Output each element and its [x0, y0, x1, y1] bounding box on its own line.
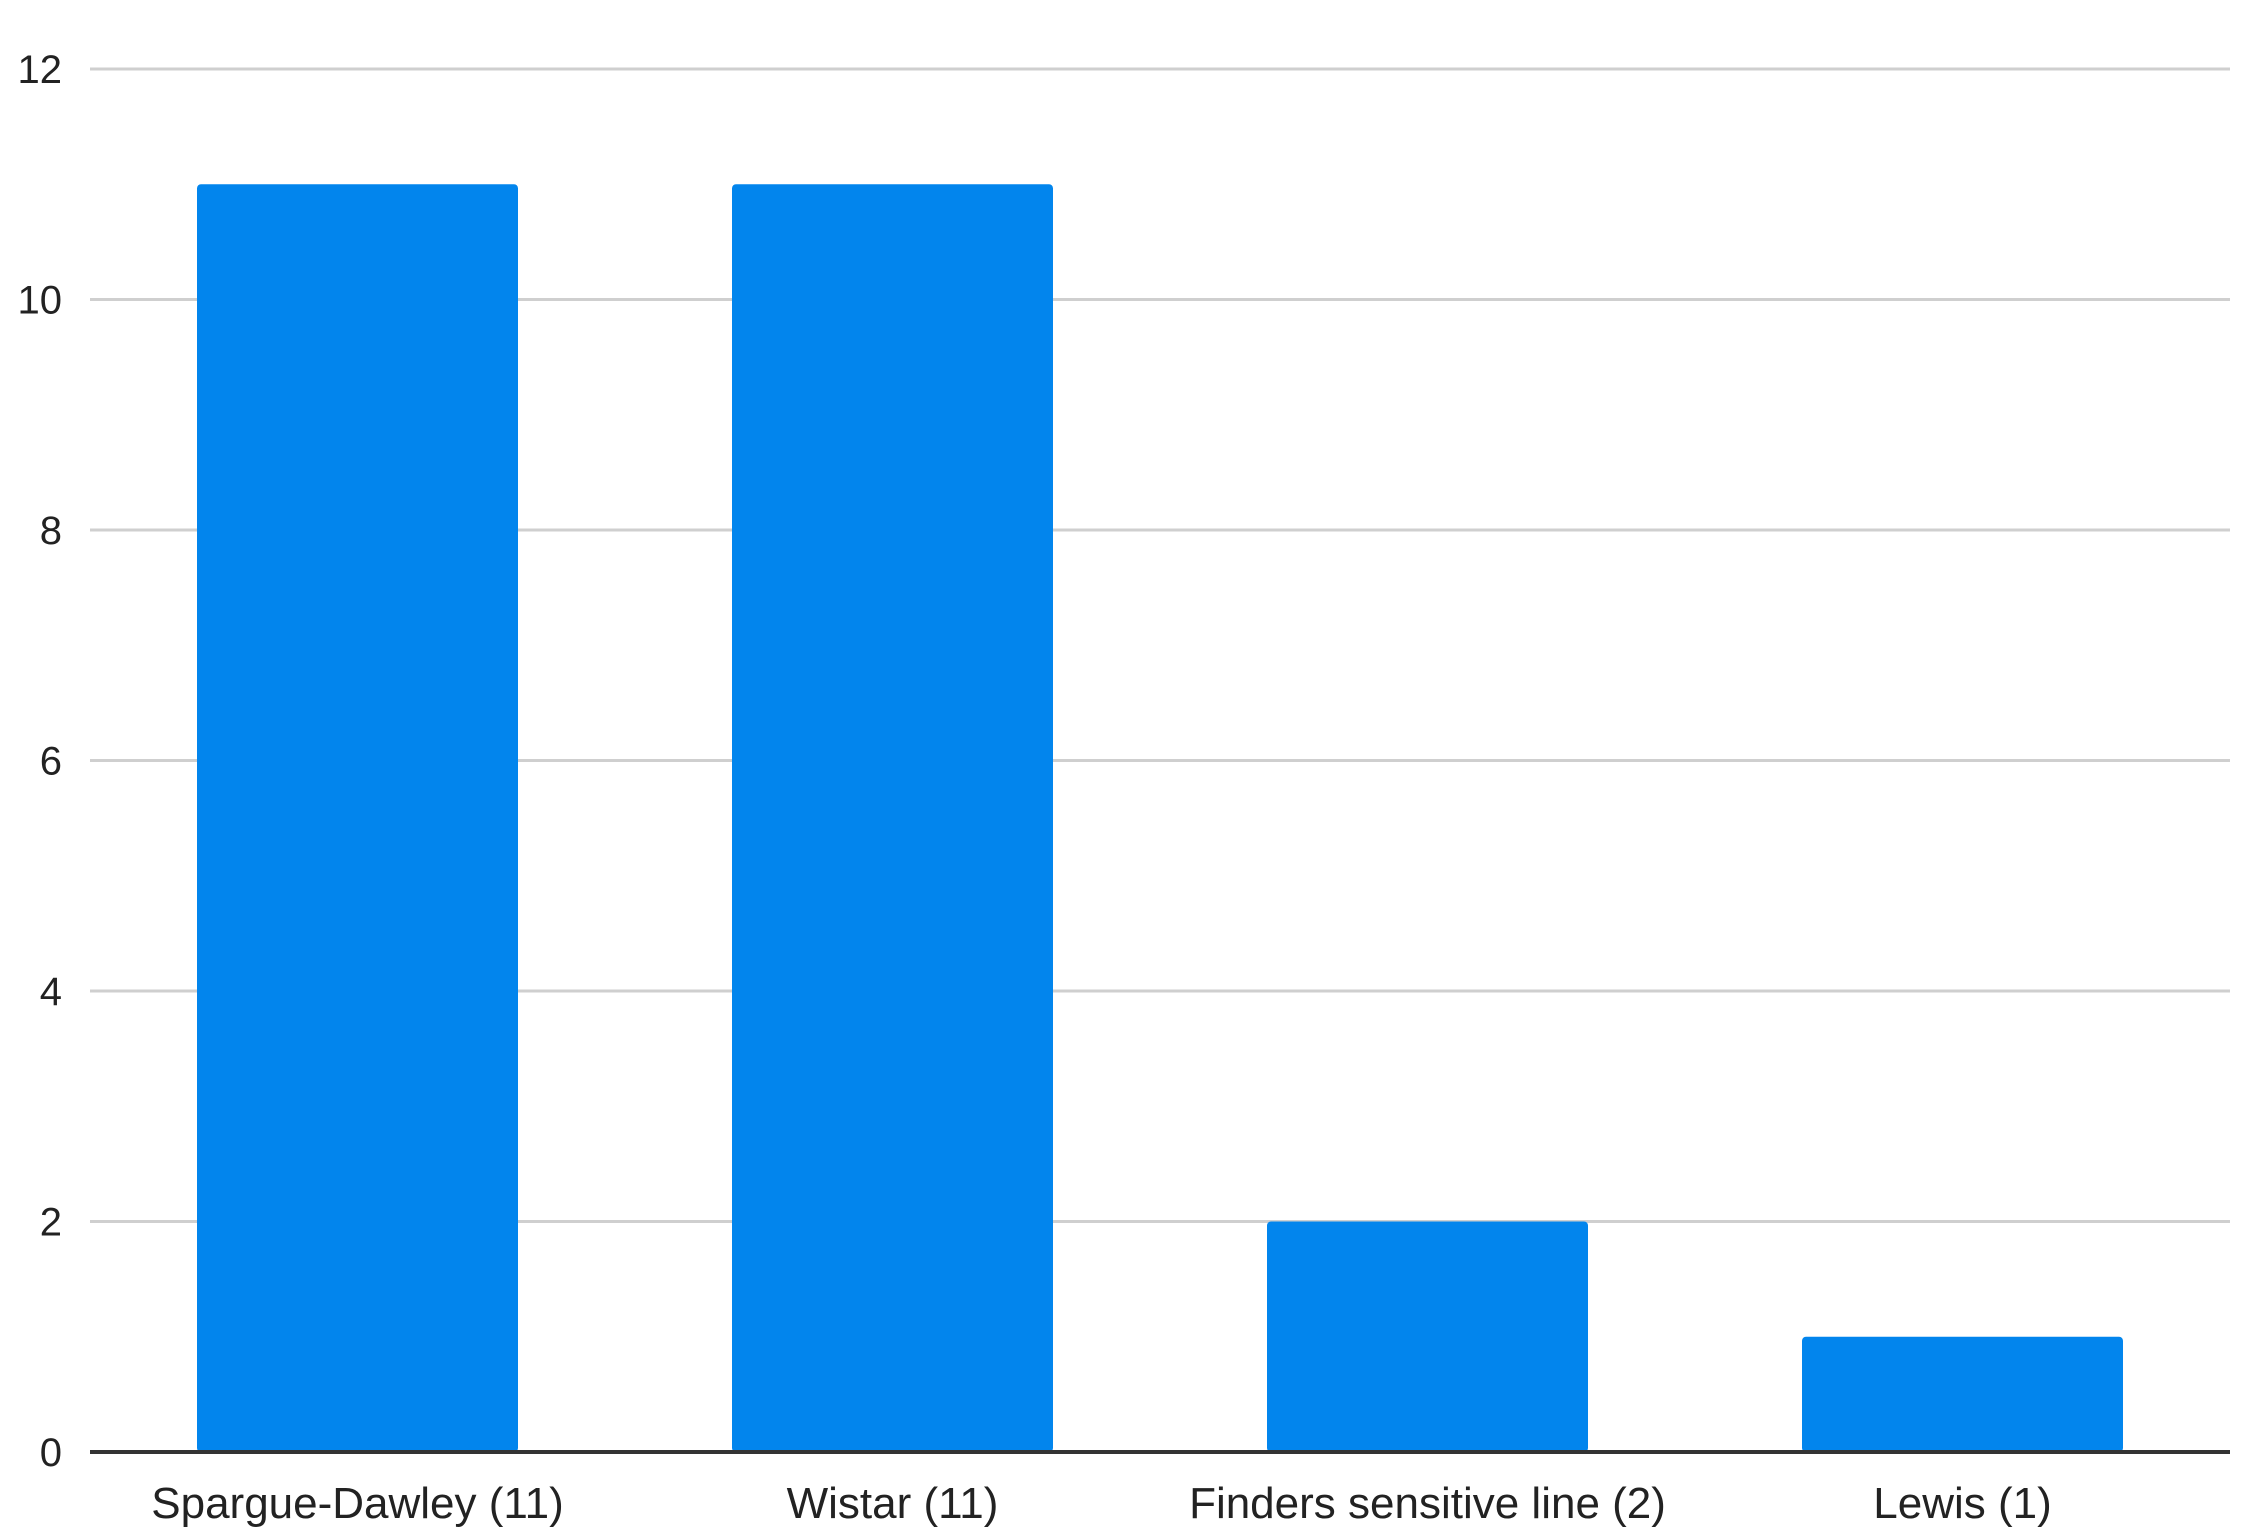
bar-2 [732, 184, 1053, 1452]
y-tick-label: 12 [18, 48, 63, 92]
x-category-label: Lewis (1) [1873, 1479, 2052, 1528]
y-axis-tick-labels: 0 2 4 6 8 10 12 [18, 48, 63, 1475]
y-tick-label: 4 [40, 970, 62, 1014]
x-category-label: Spargue-Dawley (11) [151, 1479, 563, 1528]
y-tick-label: 10 [18, 279, 63, 323]
bar-3 [1267, 1221, 1588, 1452]
bar-1 [197, 184, 518, 1452]
bars [197, 184, 2123, 1452]
x-category-label: Finders sensitive line (2) [1189, 1479, 1666, 1528]
y-tick-label: 6 [40, 740, 62, 784]
y-tick-label: 0 [40, 1431, 62, 1475]
y-tick-label: 2 [40, 1201, 62, 1245]
bar-4 [1802, 1336, 2123, 1452]
y-tick-label: 8 [40, 509, 62, 553]
x-category-label: Wistar (11) [787, 1479, 999, 1528]
x-axis-category-labels: Spargue-Dawley (11) Wistar (11) Finders se… [151, 1479, 2051, 1528]
